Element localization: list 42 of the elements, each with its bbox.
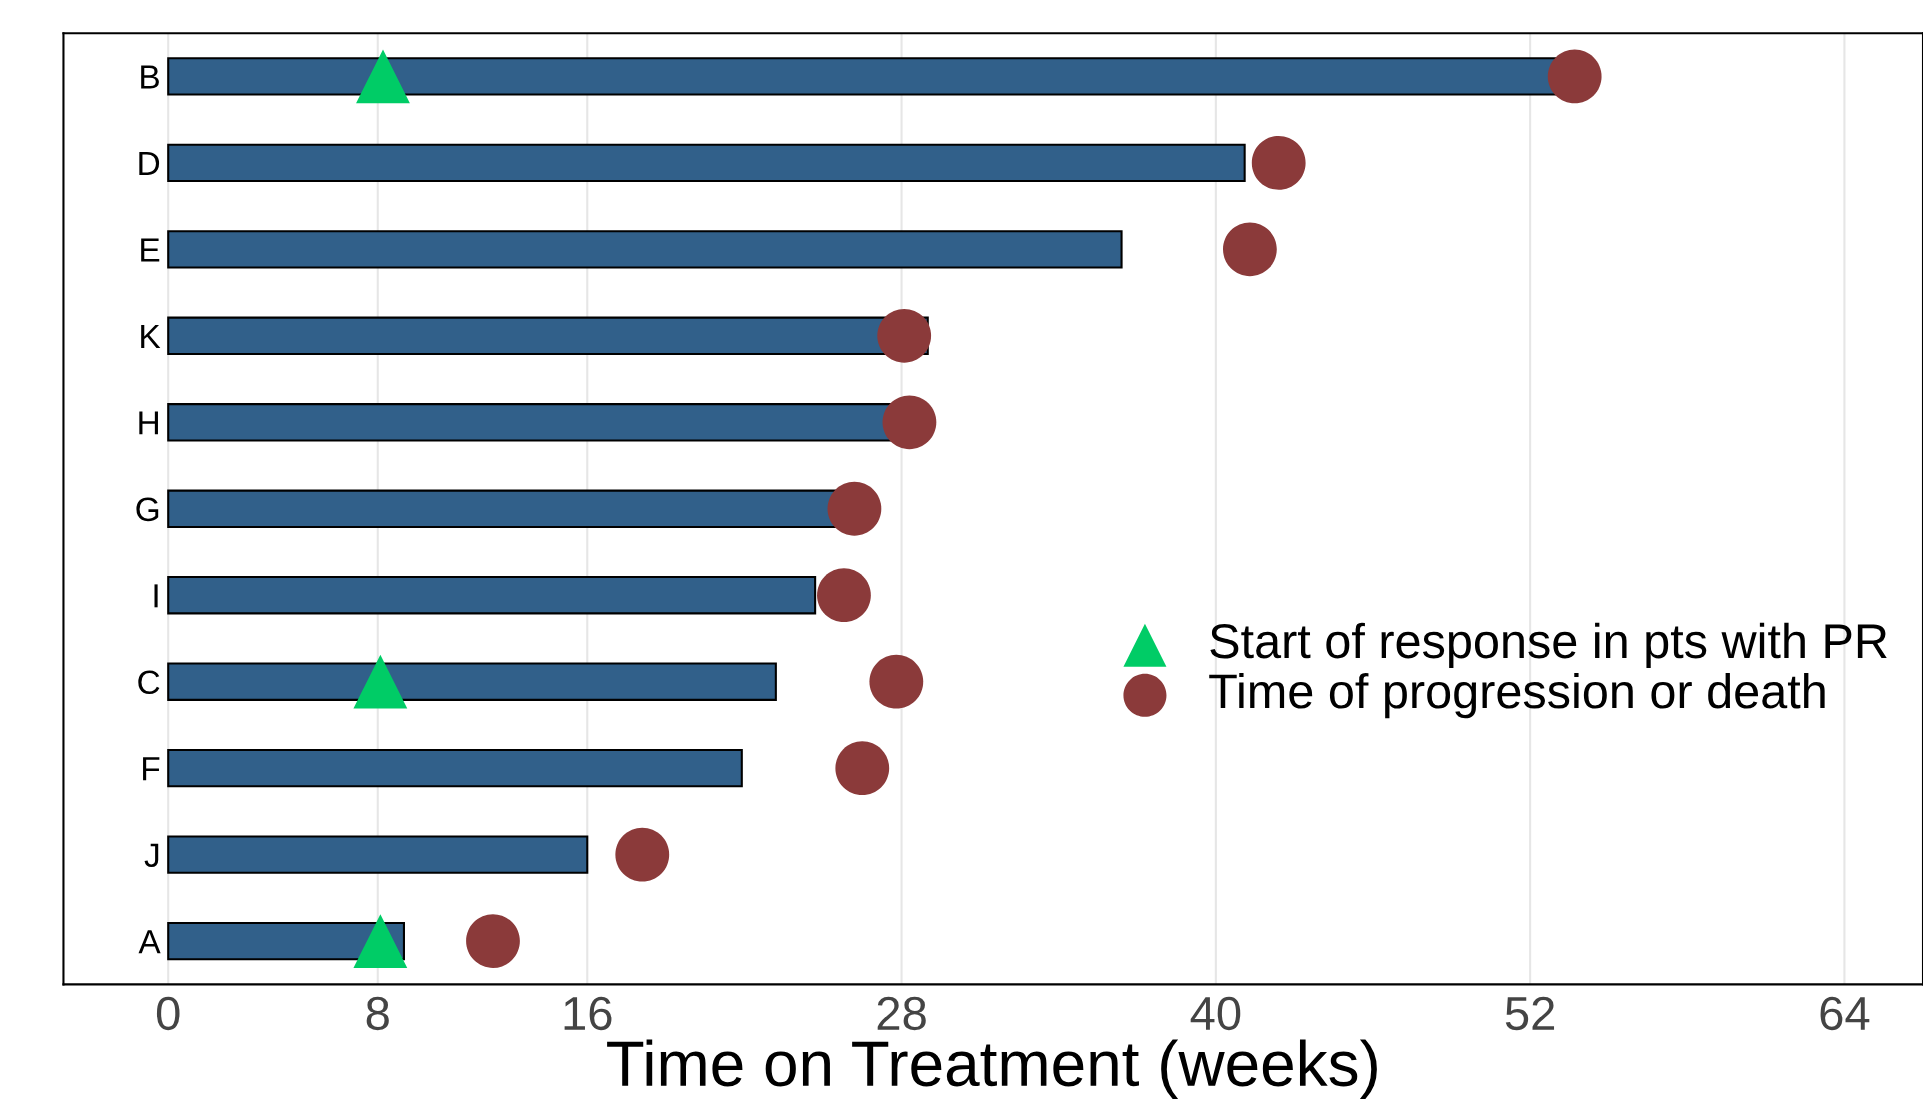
x-tick-label: 16	[564, 996, 612, 1031]
point	[615, 827, 670, 882]
point	[1547, 49, 1602, 104]
point	[835, 741, 890, 796]
x-tick-label: 64	[1820, 996, 1870, 1031]
x-tick-label: 40	[1190, 996, 1241, 1031]
y-tick-label: I	[154, 584, 158, 608]
y-tick-label: G	[136, 497, 159, 522]
y-tick-label: K	[141, 324, 161, 348]
point	[1223, 222, 1277, 277]
x-tick-label: 8	[366, 996, 389, 1031]
bar	[167, 748, 743, 788]
legend-label: Time of progression or death	[1209, 672, 1825, 719]
bar	[167, 662, 777, 701]
y-tick-label: A	[138, 930, 161, 954]
bar	[167, 230, 1123, 269]
legend-label: Start of response in pts with PR	[1210, 622, 1887, 669]
bar	[167, 316, 929, 356]
point	[356, 49, 410, 104]
y-tick-label: F	[143, 757, 160, 781]
x-tick-label: 52	[1505, 996, 1555, 1031]
point	[882, 395, 937, 450]
bar	[167, 835, 589, 874]
y-tick-label: D	[139, 152, 160, 175]
y-tick-label: C	[138, 670, 160, 695]
y-tick-label: H	[139, 411, 158, 435]
point	[869, 654, 924, 709]
x-axis-title: Time on Treatment (weeks)	[607, 1039, 1377, 1099]
y-tick-label: E	[141, 238, 160, 262]
y-tick-label: J	[144, 843, 159, 868]
point	[466, 914, 520, 968]
point	[827, 481, 882, 536]
x-tick-label: 0	[156, 996, 180, 1031]
point	[353, 654, 408, 709]
bar	[167, 576, 817, 615]
point	[353, 914, 408, 968]
point	[817, 568, 871, 623]
bar	[167, 143, 1246, 183]
point	[877, 308, 932, 363]
y-tick-label: B	[141, 65, 159, 89]
point	[1251, 135, 1306, 190]
x-tick-label: 28	[877, 996, 926, 1031]
